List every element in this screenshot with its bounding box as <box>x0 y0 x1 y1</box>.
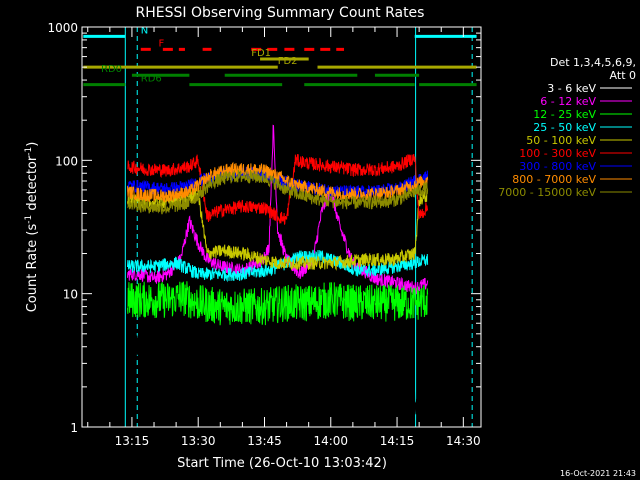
legend-label-5: 100 - 300 keV <box>519 147 596 160</box>
axes: 1 10 100 1000 13:15 13:30 13:45 14:00 14:15 14:30 <box>47 21 481 448</box>
state-label-n: N <box>141 25 148 36</box>
y-tick-label-0: 1 <box>70 421 78 435</box>
chart-title: RHESSI Observing Summary Count Rates <box>136 5 425 21</box>
y-axis-label-sup1: -1 <box>24 215 34 224</box>
legend-label-8: 7000 - 15000 keV <box>498 186 596 199</box>
series-line-5 <box>127 154 429 225</box>
y-tick-label-2: 100 <box>55 154 78 168</box>
y-axis-label-sup2: -1 <box>24 147 34 156</box>
y-axis-label-mid: detector <box>25 155 40 215</box>
legend-label-7: 800 - 7000 keV <box>512 173 596 186</box>
x-tick-label-0: 13:15 <box>115 434 150 448</box>
x-tick-label-4: 14:15 <box>380 434 415 448</box>
y-tick-label-3: 1000 <box>47 21 78 35</box>
legend-header-line2: Att 0 <box>610 69 636 82</box>
y-axis-label: Count Rate (s-1 detector-1) <box>24 142 40 313</box>
x-tick-label-2: 13:45 <box>247 434 282 448</box>
series-line-2 <box>127 281 429 326</box>
y-axis-label-main: Count Rate (s <box>25 224 40 313</box>
legend-label-0: 3 - 6 keV <box>547 82 596 95</box>
x-axis-label: Start Time (26-Oct-10 13:03:42) <box>177 456 387 471</box>
series-line-3 <box>127 249 429 283</box>
legend-label-3: 25 - 50 keV <box>533 121 596 134</box>
state-label-f: F <box>158 38 164 49</box>
state-label-rd0: RD0 <box>101 64 122 75</box>
y-axis-label-end: ) <box>25 142 40 147</box>
series-line-8 <box>127 169 429 215</box>
footer-timestamp: 16-Oct-2021 21:43 <box>560 469 636 478</box>
y-tick-label-1: 10 <box>63 288 78 302</box>
legend-label-6: 300 - 800 keV <box>519 160 596 173</box>
x-tick-label-1: 13:30 <box>181 434 216 448</box>
plot-frame <box>81 26 482 428</box>
state-label-fd1: FD1 <box>251 48 271 59</box>
legend-header-line1: Det 1,3,4,5,6,9, <box>550 56 636 69</box>
legend-label-4: 50 - 100 keV <box>526 134 596 147</box>
x-tick-label-5: 14:30 <box>446 434 481 448</box>
plot-area: NF FD1 FD2 RD0 RD6 <box>83 25 477 428</box>
state-label-rd6: RD6 <box>141 74 162 85</box>
legend-label-2: 12 - 25 keV <box>533 108 596 121</box>
state-label-fd2: FD2 <box>278 56 298 67</box>
legend-label-1: 6 - 12 keV <box>540 95 596 108</box>
x-tick-label-3: 14:00 <box>313 434 348 448</box>
